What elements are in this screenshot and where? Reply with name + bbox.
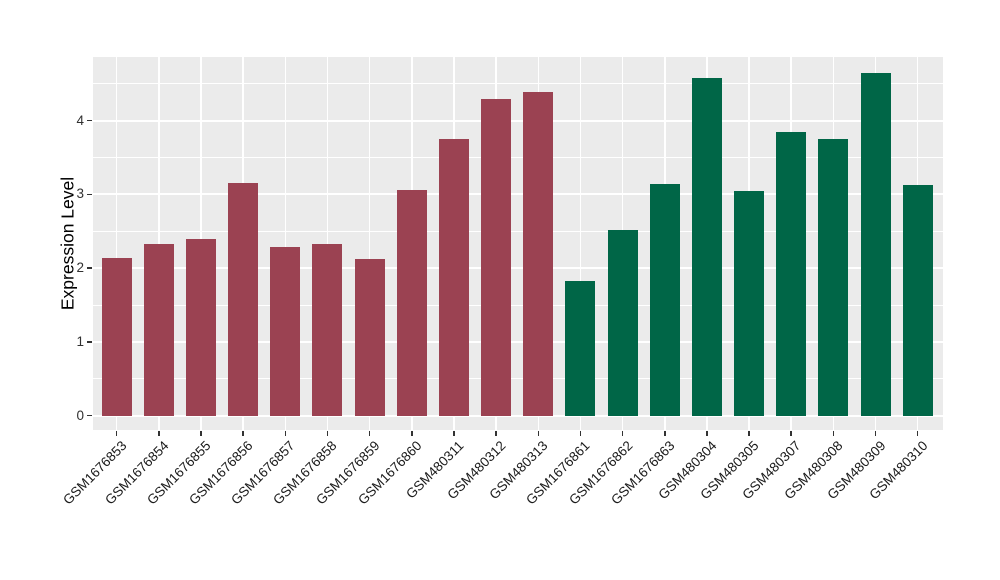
bar-GSM1676860 [396,189,427,416]
x-tick-label: GSM1676862 [565,438,636,508]
bar-GSM1676862 [607,229,638,416]
x-tick-label: GSM1676863 [607,438,678,508]
bar-GSM480309 [860,73,891,416]
x-tick-mark [411,431,413,436]
major-gridline-v [368,57,371,430]
x-tick-mark [537,431,540,436]
bar-GSM1676853 [101,257,132,416]
x-tick-mark [158,431,160,436]
x-tick-label: GSM480312 [444,438,509,503]
x-tick-mark [579,431,582,436]
x-tick-label: GSM480305 [697,438,762,503]
major-gridline-h [93,119,943,122]
plot-panel [93,57,943,430]
major-gridline-v [158,57,160,430]
y-tick-mark [87,119,92,122]
x-tick-mark [664,431,666,436]
y-tick-mark [87,414,92,417]
x-tick-mark [284,431,287,436]
x-tick-label: GSM480309 [823,438,889,503]
x-tick-mark [706,431,708,436]
bar-GSM1676858 [312,244,343,416]
bar-GSM480312 [481,99,512,416]
x-tick-mark [453,431,455,436]
y-tick-label: 0 [76,407,84,423]
x-tick-mark [242,431,244,436]
bar-GSM480305 [734,191,765,416]
x-tick-mark [748,431,750,436]
minor-gridline-h [93,156,943,158]
bar-GSM1676855 [186,238,217,416]
major-gridline-v [115,57,118,430]
major-gridline-h [93,193,943,196]
x-tick-label: GSM1676857 [228,438,298,508]
minor-gridline-h [93,83,943,85]
x-tick-mark [200,431,202,436]
bar-GSM1676859 [354,258,385,416]
major-gridline-v [284,57,287,430]
bar-GSM1676854 [143,244,174,416]
x-tick-label: GSM1676853 [59,438,130,508]
x-tick-mark [621,431,624,436]
x-tick-label: GSM1676859 [312,438,383,508]
x-tick-label: GSM480310 [866,438,931,503]
bar-GSM1676861 [565,280,596,416]
x-tick-mark [115,431,118,436]
bar-GSM480308 [818,138,849,416]
x-tick-label: GSM1676861 [523,438,594,508]
x-tick-mark [790,431,792,436]
x-tick-label: GSM1676856 [186,438,256,508]
major-gridline-h [93,414,943,417]
bar-GSM1676863 [649,183,680,416]
bar-GSM480307 [776,131,807,416]
major-gridline-h [93,267,943,270]
x-tick-label: GSM480311 [403,438,467,502]
major-gridline-v [326,57,329,430]
y-tick-mark [87,193,92,196]
x-tick-mark [832,431,835,436]
bar-GSM480313 [523,91,554,416]
bar-GSM1676857 [270,246,301,416]
x-tick-label: GSM480313 [486,438,551,503]
x-tick-mark [495,431,497,436]
x-tick-label: GSM480308 [781,438,846,503]
y-axis-title: Expression Level [57,176,78,311]
x-tick-label: GSM1676858 [270,438,341,508]
minor-gridline-h [93,378,943,380]
major-gridline-h [93,340,943,343]
bar-GSM480311 [438,138,469,416]
y-tick-mark [87,267,92,269]
y-tick-mark [87,341,92,343]
major-gridline-v [579,57,582,430]
x-tick-mark [916,431,919,436]
x-tick-label: GSM480304 [655,438,720,503]
x-tick-mark [874,431,877,436]
x-tick-label: GSM1676855 [144,438,214,508]
minor-gridline-h [93,230,943,232]
x-tick-label: GSM1676854 [101,438,172,508]
x-tick-mark [326,431,329,436]
bar-GSM1676856 [228,183,259,416]
x-tick-label: GSM480307 [739,438,804,503]
bar-GSM480304 [691,78,722,416]
x-tick-mark [368,431,371,436]
minor-gridline-h [93,304,943,306]
bar-GSM480310 [902,185,933,416]
x-tick-label: GSM1676860 [354,438,425,508]
